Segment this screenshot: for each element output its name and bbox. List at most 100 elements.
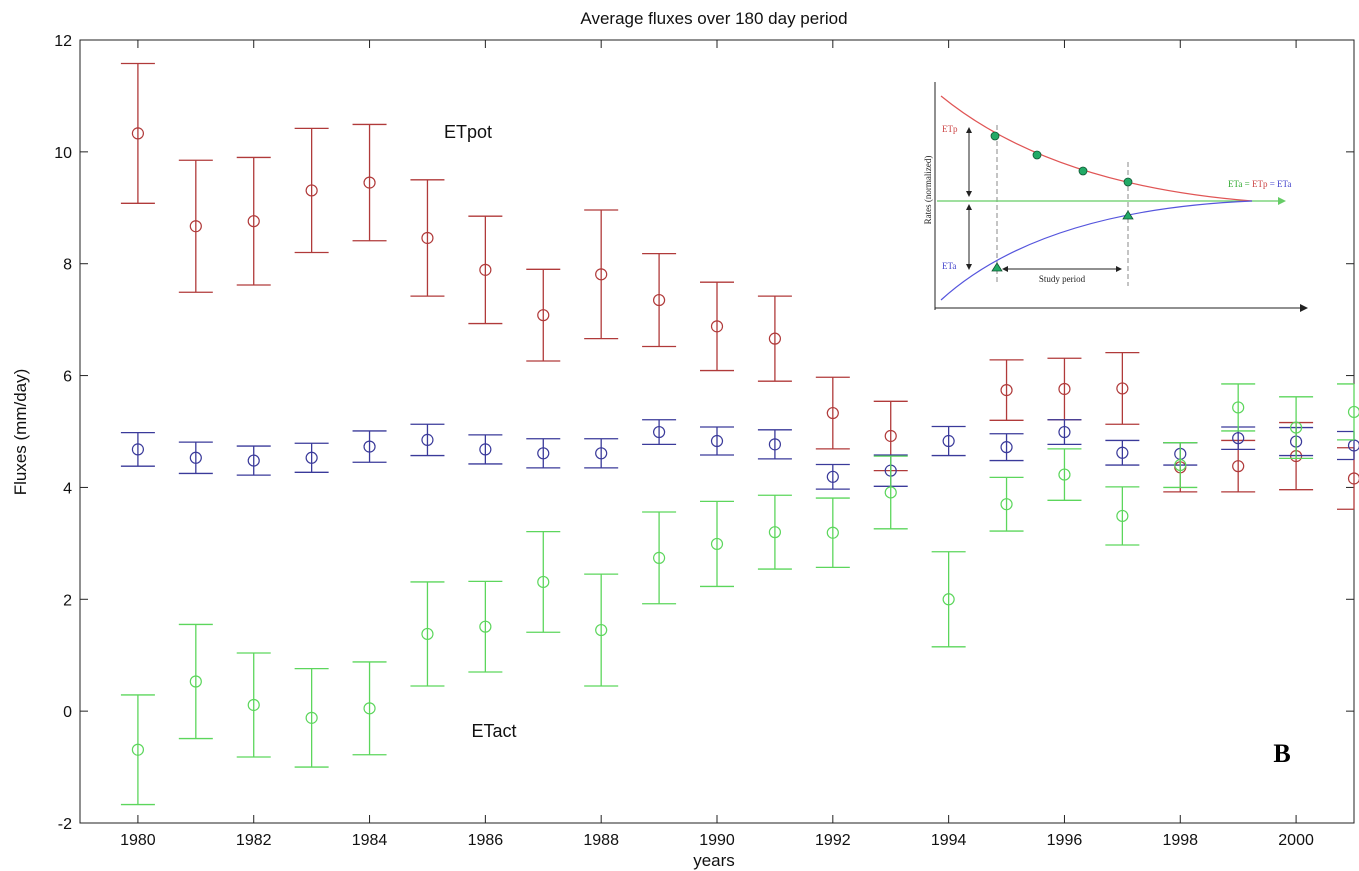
inset-study-period-label: Study period (1039, 274, 1086, 284)
y-tick-label: 10 (54, 145, 72, 162)
x-tick-label: 1980 (120, 832, 156, 849)
data-point (363, 702, 376, 715)
data-point (1347, 405, 1359, 419)
inset-eq-part: ETa (1277, 179, 1291, 189)
inset-arrowhead-icon (966, 191, 972, 197)
x-axis-label: years (693, 851, 735, 870)
series-2 (120, 383, 1359, 806)
axis-ticks: 1980 1982 1984 1986 1988 1990 1992 1994 1996 1998… (54, 33, 1354, 849)
y-tick-label: -2 (58, 816, 72, 833)
data-point (652, 551, 666, 564)
data-point (1232, 401, 1245, 414)
data-point (247, 454, 260, 467)
inset-equation: ETa = ETp = ETa (1228, 179, 1291, 189)
inset-etp-point (1032, 150, 1042, 160)
x-tick-label: 1990 (699, 832, 735, 849)
y-tick-label: 0 (63, 704, 72, 721)
y-tick-label: 4 (63, 480, 72, 497)
data-point (189, 220, 202, 233)
data-point (826, 526, 839, 539)
data-point (710, 537, 724, 551)
inset-etp-point (990, 131, 1000, 141)
inset-eq-part: = (1267, 179, 1277, 189)
y-tick-label: 6 (63, 369, 72, 386)
data-point (1000, 384, 1013, 397)
data-point (131, 443, 145, 456)
inset-eta-point (991, 262, 1003, 272)
data-point (479, 263, 492, 276)
inset-etp-point (1078, 166, 1088, 176)
series-label-etpot: ETpot (444, 122, 492, 142)
chart-title: Average fluxes over 180 day period (580, 9, 847, 28)
inset-eq-part: = (1242, 179, 1252, 189)
data-point (189, 675, 202, 688)
data-point (826, 406, 839, 420)
y-axis-label: Fluxes (mm/day) (11, 369, 30, 496)
y-tick-label: 12 (54, 33, 72, 50)
data-point (305, 184, 318, 197)
data-point (1116, 446, 1129, 459)
data-point (652, 425, 666, 439)
series-label-etact: ETact (471, 721, 516, 741)
inset-arrowhead-icon (1116, 266, 1122, 272)
data-point (537, 309, 550, 322)
x-tick-label: 1982 (236, 832, 272, 849)
data-point (421, 627, 434, 641)
data-point (942, 434, 955, 448)
y-tick-label: 2 (63, 592, 72, 609)
data-point (1000, 498, 1013, 511)
data-point (363, 176, 376, 189)
data-point (595, 623, 608, 637)
data-point (1116, 382, 1129, 395)
inset-arrowhead-icon (966, 264, 972, 270)
data-point (1000, 441, 1013, 454)
y-tick-label: 8 (63, 257, 72, 274)
data-point (1347, 472, 1359, 485)
x-tick-label: 1988 (583, 832, 619, 849)
data-point (595, 447, 608, 460)
data-point (942, 593, 955, 606)
data-point (652, 293, 666, 307)
inset-arrowhead-icon (966, 204, 972, 210)
inset-eta-curve (940, 200, 1253, 301)
data-point (1232, 460, 1245, 473)
data-point (363, 440, 376, 453)
series-layer (120, 62, 1359, 806)
data-point (768, 438, 782, 451)
inset-arrowhead-icon (1002, 266, 1008, 272)
data-point (768, 332, 782, 345)
data-point (537, 575, 550, 589)
inset-eta-point (1122, 210, 1134, 220)
x-tick-label: 1996 (1047, 832, 1083, 849)
data-point (768, 526, 782, 539)
data-point (595, 268, 608, 281)
data-point (131, 743, 145, 756)
x-tick-label: 1998 (1162, 832, 1198, 849)
data-point (537, 447, 550, 460)
data-point (247, 215, 260, 228)
data-point (1289, 421, 1303, 434)
data-point (1116, 509, 1129, 523)
inset-eq-part: ETa (1228, 179, 1242, 189)
inset-x-arrow-icon (1300, 304, 1308, 312)
data-point (421, 231, 434, 245)
data-point (826, 470, 839, 483)
data-point (305, 711, 318, 724)
inset-eq-part: ETp (1252, 179, 1268, 189)
panel-label-b: B (1273, 739, 1290, 768)
x-tick-label: 1986 (468, 832, 504, 849)
data-point (479, 620, 492, 633)
data-point (884, 429, 897, 443)
inset-green-arrow-icon (1278, 197, 1286, 205)
inset-etp-point (1123, 177, 1133, 187)
data-point (131, 127, 145, 140)
data-point (1174, 458, 1187, 472)
data-point (710, 434, 724, 448)
data-point (479, 443, 492, 456)
data-point (421, 433, 434, 446)
data-point (1058, 425, 1071, 439)
data-point (1058, 382, 1071, 396)
inset-diagram: Study period Rates (normalized) ETp ETa … (923, 72, 1320, 322)
inset-background (928, 72, 1320, 322)
x-tick-label: 2000 (1278, 832, 1314, 849)
